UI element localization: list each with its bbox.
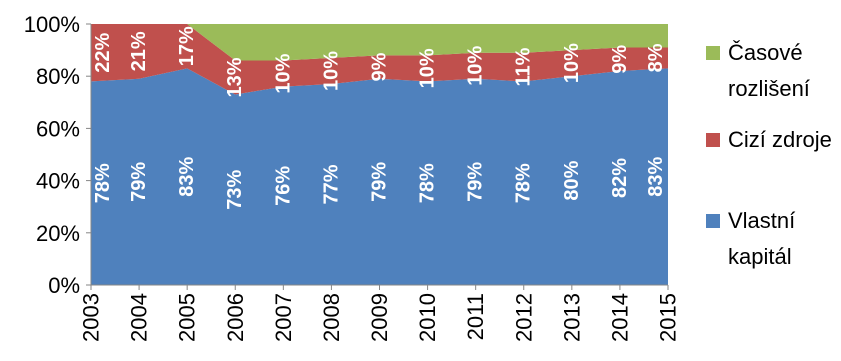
x-tick-label: 2008 [319, 293, 344, 342]
area-vlastni-kapital [91, 68, 668, 286]
x-tick-label: 2014 [607, 293, 632, 342]
legend-item-cizi-zdroje: Cizí zdroje [706, 127, 832, 152]
data-label-cizi-zdroje: 10% [417, 48, 439, 88]
x-tick-label: 2003 [79, 293, 104, 342]
data-label-cizi-zdroje: 21% [128, 31, 150, 71]
y-tick-label: 0% [48, 273, 80, 298]
data-label-vlastni-kapital: 78% [417, 163, 439, 203]
data-label-vlastni-kapital: 77% [320, 164, 342, 204]
data-label-vlastni-kapital: 80% [561, 160, 583, 200]
x-tick-label: 2015 [656, 293, 681, 342]
data-label-cizi-zdroje: 10% [465, 46, 487, 86]
legend-swatch [706, 46, 720, 60]
data-label-cizi-zdroje: 17% [176, 26, 198, 66]
x-tick-label: 2012 [511, 293, 536, 342]
legend-item-casove-rozliseni: Časové rozlišení [706, 40, 810, 101]
data-label-vlastni-kapital: 76% [272, 166, 294, 206]
legend-item-vlastni-kapital: Vlastní kapitál [706, 208, 795, 269]
data-label-vlastni-kapital: 83% [176, 156, 198, 196]
series-areas [91, 24, 668, 286]
data-label-vlastni-kapital: 78% [92, 163, 114, 203]
data-label-vlastni-kapital: 79% [369, 162, 391, 202]
x-tick-label: 2006 [223, 293, 248, 342]
area-casove-rozliseni [91, 24, 668, 61]
data-label-cizi-zdroje: 11% [513, 47, 535, 86]
x-tick-label: 2009 [367, 293, 392, 342]
data-label-cizi-zdroje: 9% [369, 52, 391, 81]
axes: 0% 20% 40% 60% 80% 100% 2003 2004 2005 2006 2007 20… [24, 12, 681, 342]
data-label-cizi-zdroje: 9% [609, 45, 631, 74]
x-tick-label: 2004 [127, 293, 152, 342]
data-label-cizi-zdroje: 10% [272, 53, 294, 93]
x-tick-label: 2007 [271, 293, 296, 342]
y-tick-label: 100% [24, 12, 80, 37]
x-tick-label: 2010 [415, 293, 440, 342]
data-label-cizi-zdroje: 22% [92, 32, 114, 72]
data-label-vlastni-kapital: 73% [224, 170, 246, 210]
legend-label: Vlastní [728, 208, 795, 233]
legend-label: rozlišení [728, 76, 810, 101]
legend-label: Časové [728, 40, 803, 65]
data-label-cizi-zdroje: 10% [320, 51, 342, 91]
x-tick-label: 2013 [559, 293, 584, 342]
legend: Časové rozlišení Cizí zdroje Vlastní kapitál [706, 40, 832, 269]
data-label-cizi-zdroje: 8% [645, 43, 667, 72]
data-label-cizi-zdroje: 13% [224, 57, 246, 97]
y-tick-label: 60% [36, 116, 80, 141]
x-tick-label: 2005 [175, 293, 200, 342]
y-tick-label: 40% [36, 169, 80, 194]
legend-swatch [706, 133, 720, 147]
data-labels: 78% 79% 83% 73% 76% 77% 79% 78% 79% 78% 80% 82% 83% 2… [92, 26, 667, 210]
area-cizi-zdroje [91, 24, 668, 95]
x-tick-label: 2011 [463, 293, 488, 340]
data-label-vlastni-kapital: 83% [645, 156, 667, 196]
y-tick-label: 20% [36, 221, 80, 246]
data-label-vlastni-kapital: 79% [465, 162, 487, 202]
data-label-vlastni-kapital: 82% [609, 158, 631, 198]
legend-swatch [706, 214, 720, 228]
data-label-vlastni-kapital: 78% [513, 163, 535, 203]
data-label-cizi-zdroje: 10% [561, 43, 583, 83]
legend-label: Cizí zdroje [728, 127, 832, 152]
legend-label: kapitál [728, 244, 792, 269]
y-tick-label: 80% [36, 64, 80, 89]
data-label-vlastni-kapital: 79% [128, 162, 150, 202]
